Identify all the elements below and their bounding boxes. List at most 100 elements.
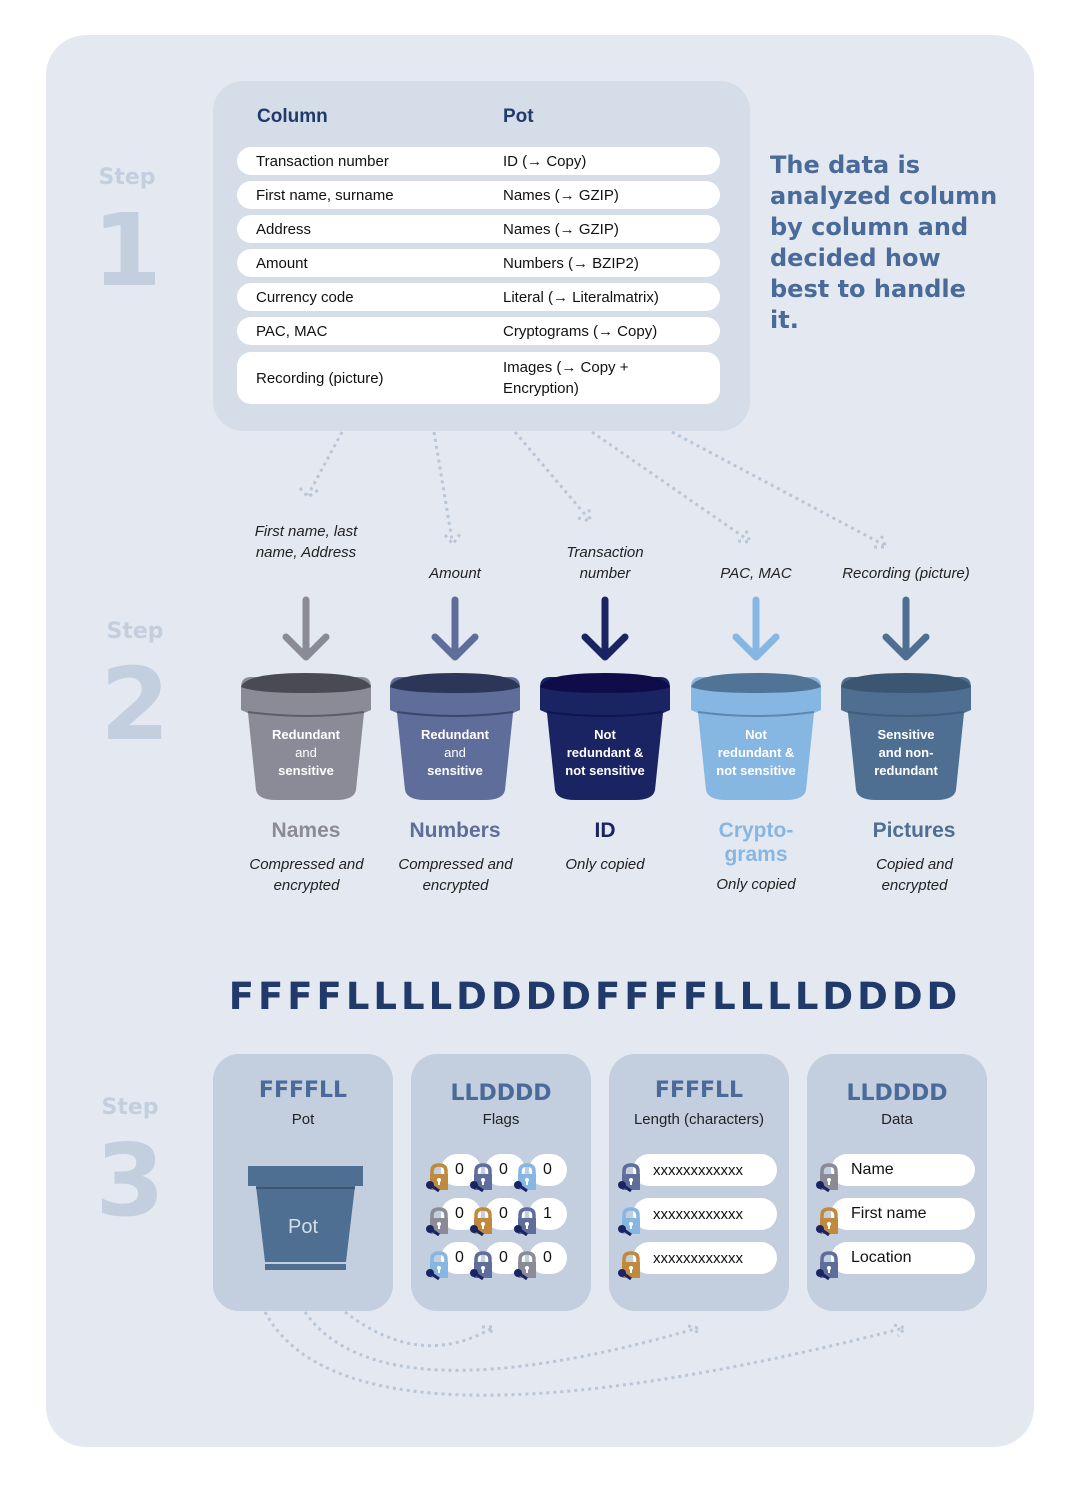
down-arrow-icon	[581, 596, 629, 661]
flag-digit: 0	[455, 1161, 464, 1178]
step-number: 1	[92, 192, 162, 309]
bucket-body	[241, 677, 371, 800]
bucket-rim	[841, 673, 971, 693]
card-title: Pot	[291, 1111, 315, 1128]
card-flags: LLDDDD Flags 0 0 0 0 0 1 0 0 0	[411, 1054, 591, 1311]
bucket-rim	[540, 673, 670, 693]
field-value: Location	[851, 1249, 912, 1266]
flag-digit: 0	[499, 1205, 508, 1222]
card-title: Data	[881, 1111, 913, 1128]
bucket-numbers	[390, 596, 520, 800]
bucket-name: Names	[271, 819, 341, 842]
column-cell: Amount	[256, 254, 308, 272]
lock-key-icon	[425, 1250, 451, 1281]
field-value: First name	[851, 1205, 927, 1222]
bucket-pictures	[841, 596, 971, 800]
dotted-arrow	[303, 1311, 699, 1372]
bucket-body	[691, 677, 821, 800]
lock-key-icon	[513, 1250, 539, 1281]
card-code: FFFFLL	[654, 1078, 744, 1103]
field-value: xxxxxxxxxxxx	[653, 1205, 743, 1223]
flag-digit: 0	[499, 1249, 508, 1266]
bucket-source-label: PAC, MAC	[720, 565, 792, 582]
card-data: LLDDDD Data Name First name Location	[807, 1054, 987, 1311]
pot-icon	[248, 1166, 363, 1281]
dotted-arrow	[344, 1310, 493, 1348]
bucket-rim	[241, 673, 371, 693]
flag-digit: 0	[543, 1161, 552, 1178]
down-arrow-icon	[732, 596, 780, 661]
headline-text: The data is analyzed column by column an…	[770, 151, 998, 334]
data-field: First name	[831, 1198, 975, 1230]
flag-digit: 0	[455, 1249, 464, 1266]
bucket-label-line: Sensitive	[877, 727, 935, 742]
card-pot: FFFFLL Pot Pot	[213, 1054, 393, 1311]
step-word: Step	[106, 619, 164, 644]
dotted-arrow	[432, 431, 454, 541]
flag-digit: 0	[499, 1161, 508, 1178]
pot-cell: Literal (→ Literalmatrix)	[503, 288, 659, 306]
step-word: Step	[101, 1095, 159, 1120]
table-row: Transaction number ID (→ Copy)	[237, 147, 720, 175]
column-cell: Currency code	[256, 288, 354, 306]
bucket-name: Pictures	[872, 819, 956, 842]
lock-key-icon	[469, 1206, 495, 1237]
bucket-label: Sensitive and non-redundant	[841, 726, 971, 780]
step-word: Step	[98, 165, 156, 190]
dotted-arrow	[263, 1311, 905, 1397]
down-arrow-icon	[882, 596, 930, 661]
bucket-name: ID	[594, 819, 616, 842]
bucket-id	[540, 596, 670, 800]
column-cell: Transaction number	[256, 152, 389, 170]
bucket-cryptograms	[691, 596, 821, 800]
lock-key-icon	[425, 1206, 451, 1237]
table-row: PAC, MAC Cryptograms (→ Copy)	[237, 317, 720, 345]
card-code: FFFFLL	[258, 1078, 348, 1103]
field-value: Name	[851, 1161, 894, 1178]
column-cell: First name, surname	[256, 186, 394, 204]
lock-key-icon	[617, 1162, 643, 1193]
bucket-label-line: Not	[745, 727, 767, 742]
table-row: Address Names (→ GZIP)	[237, 215, 720, 243]
lock-key-icon	[815, 1162, 841, 1193]
table-row: First name, surname Names (→ GZIP)	[237, 181, 720, 209]
lock-key-icon	[513, 1206, 539, 1237]
bucket-label-line: Not	[594, 727, 616, 742]
step-1-label: Step 1	[77, 165, 177, 311]
step-2-label: Step 2	[85, 619, 185, 765]
flag-digit: 0	[455, 1205, 464, 1222]
bucket-label-line: sensitive	[427, 763, 483, 778]
bucket-rim	[390, 673, 520, 693]
bucket-label: Not redundant & not sensitive	[540, 726, 670, 780]
lock-key-icon	[469, 1250, 495, 1281]
bucket-label-line: Redundant	[421, 727, 489, 742]
column-cell: PAC, MAC	[256, 322, 328, 340]
bucket-description: Only copied	[565, 856, 645, 873]
pot-cell: Names (→ GZIP)	[503, 186, 619, 204]
card-title: Flags	[482, 1111, 520, 1128]
bucket-rim	[691, 673, 821, 693]
card-code: LLDDDD	[450, 1081, 552, 1106]
bucket-source-label: Transaction number	[566, 544, 644, 582]
lock-key-icon	[513, 1162, 539, 1193]
card-title: Length (characters)	[633, 1111, 765, 1128]
bucket-label-line: and	[444, 745, 466, 760]
card-length: FFFFLL Length (characters) xxxxxxxxxxxx xxx…	[609, 1054, 789, 1311]
bucket-description: Compressed and encrypted	[398, 856, 513, 894]
down-arrow-icon	[282, 596, 330, 661]
field-value: xxxxxxxxxxxx	[653, 1249, 743, 1267]
pot-cell: ID (→ Copy)	[503, 152, 587, 170]
bucket-label-line: and non-	[878, 745, 934, 760]
bucket-label-line: not sensitive	[565, 763, 645, 778]
length-field: xxxxxxxxxxxx	[633, 1242, 777, 1274]
bucket-source-label: Amount	[429, 565, 481, 582]
bucket-label: Redundant and sensitive	[241, 726, 371, 780]
pot-label: Pot	[287, 1216, 319, 1238]
column-header: Column	[257, 106, 328, 127]
step-number: 3	[95, 1122, 165, 1239]
bucket-label-line: redundant	[874, 763, 938, 778]
down-arrow-icon	[431, 596, 479, 661]
dotted-arrow	[306, 431, 344, 496]
pot-header: Pot	[503, 106, 534, 127]
bucket-source-label: Recording (picture)	[842, 565, 970, 582]
